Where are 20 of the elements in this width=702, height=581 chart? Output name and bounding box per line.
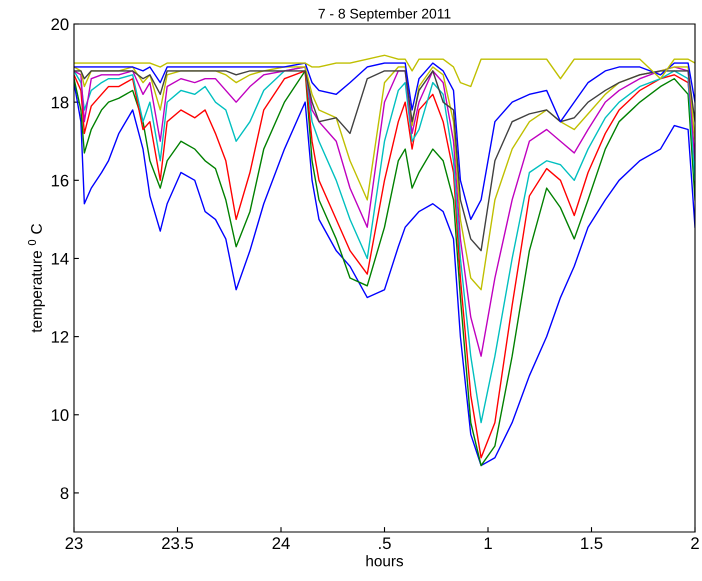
y-tick-label: 18 (52, 96, 68, 108)
line-series (74, 70, 695, 252)
y-axis-title: temperature $^{0}$ C (28, 224, 45, 332)
x-tick-label: .5 (379, 537, 391, 550)
x-tick-label: 1 (484, 537, 492, 549)
x-axis-title: hours (366, 555, 404, 566)
x-tick-label: 1.5 (581, 537, 602, 550)
y-tick-label: 20 (51, 18, 68, 30)
y-tick-label: 14 (52, 253, 69, 264)
y-tick-label: 12 (52, 331, 68, 343)
y-tick-label: 10 (52, 409, 68, 421)
y-tick-label: 8 (60, 487, 68, 500)
line-series (74, 62, 695, 220)
chart-title: 7 - 8 September 2011 (318, 8, 450, 22)
y-tick-label: 16 (52, 174, 68, 187)
x-tick-label: 23.5 (162, 537, 194, 550)
x-tick-label: 2 (691, 537, 699, 549)
x-tick-label: 23 (66, 537, 83, 550)
x-tick-label: 24 (272, 537, 290, 549)
line-series (74, 66, 695, 357)
